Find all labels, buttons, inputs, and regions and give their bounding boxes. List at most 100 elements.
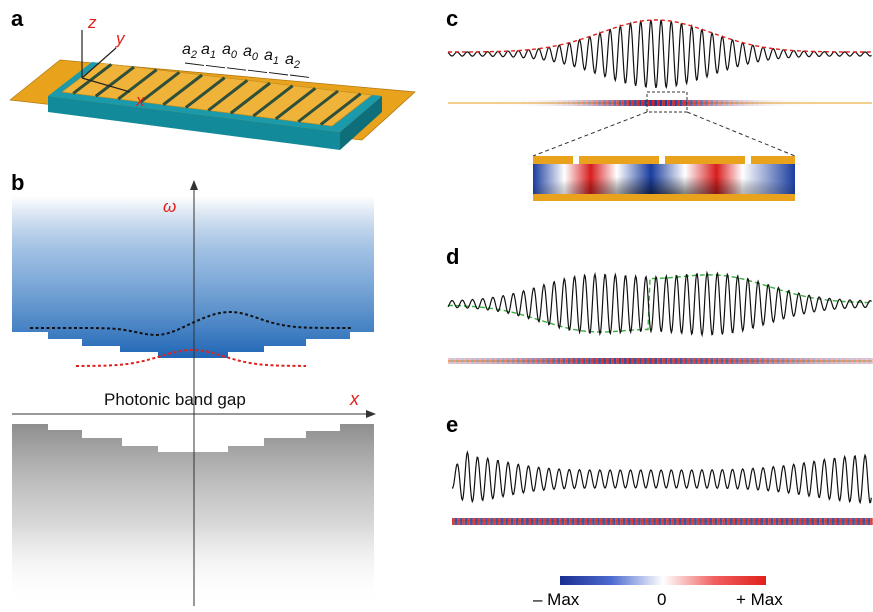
d-field-wave [447,270,872,338]
field-cell [529,100,533,106]
field-cell [793,518,797,525]
field-cell [746,358,749,364]
field-cell [704,518,707,525]
e-field-strip [452,518,873,525]
field-cell [453,358,456,364]
field-cell [636,100,640,106]
field-cell [789,358,793,364]
field-cell [695,100,698,106]
panel-d [447,270,873,364]
field-cell [667,358,670,364]
field-cell [825,358,828,364]
field-cell [593,100,596,106]
field-cell [494,100,497,106]
field-cell [697,358,701,364]
field-cell [469,518,473,525]
field-cell [782,358,785,364]
field-cell [763,518,766,525]
field-cell [765,518,769,525]
field-cell [491,100,494,106]
field-cell [567,100,571,106]
field-cell [696,518,700,525]
lattice-arrows [184,62,310,78]
field-cell [649,100,652,106]
field-cell [672,358,675,364]
x-axis-b-arrow [366,410,376,418]
field-cell [656,518,659,525]
field-cell [554,518,557,525]
field-cell [584,518,588,525]
lattice-label-5: a1 [264,47,279,67]
field-cell [466,100,469,106]
field-cell [493,358,497,364]
field-cell [708,100,711,106]
field-cell [590,100,594,106]
field-cell [467,518,470,525]
field-cell [849,518,853,525]
field-cell [487,518,491,525]
defect-band-red [76,349,306,367]
field-cell [810,358,813,364]
field-cell [818,100,821,106]
field-cell [646,100,650,106]
field-cell [616,100,619,106]
field-cell [570,358,573,364]
field-cell [585,358,589,364]
field-cell [843,100,846,106]
field-cell [461,100,464,106]
field-cell [747,518,751,525]
waveguide-side [340,96,382,150]
field-cell [787,358,790,364]
field-cell [752,518,756,525]
field-cell [794,358,798,364]
field-cell [802,358,805,364]
field-cell [621,358,624,364]
field-cell [797,100,800,106]
c-inset-gap-2 [659,156,665,164]
field-cell [484,100,487,106]
field-cell [672,100,675,106]
field-cell [641,358,645,364]
field-cell [840,358,844,364]
y-axis [81,47,117,79]
waveguide-front [48,96,340,150]
field-cell [509,100,512,106]
field-cell [458,358,461,364]
field-cell [798,518,802,525]
colorbar [560,576,766,585]
field-cell [731,100,734,106]
field-cell [589,518,593,525]
field-cell [542,358,545,364]
field-cell [756,100,760,106]
field-cell [831,100,834,106]
field-cell [486,358,489,364]
field-cell [843,358,846,364]
field-cell [595,100,599,106]
field-cell [661,518,664,525]
field-cell [787,100,790,106]
field-cell [668,518,672,525]
field-cell [833,358,836,364]
field-cell [567,358,571,364]
field-cell [745,518,748,525]
field-cell [743,358,747,364]
field-cell [811,518,815,525]
field-cell [788,518,792,525]
field-cell [611,100,614,106]
upper-band [12,196,374,358]
field-cell [759,100,762,106]
field-cell [808,100,811,106]
field-cell [539,100,543,106]
field-cell [504,100,507,106]
field-cell [496,358,500,364]
field-cell [522,100,525,106]
field-cell [571,518,575,525]
field-cell [826,518,830,525]
field-cell [853,358,856,364]
field-cell [796,518,799,525]
field-cell [680,100,683,106]
field-cell [603,358,607,364]
field-cell [841,100,844,106]
field-cell [820,100,823,106]
field-cell [572,100,576,106]
